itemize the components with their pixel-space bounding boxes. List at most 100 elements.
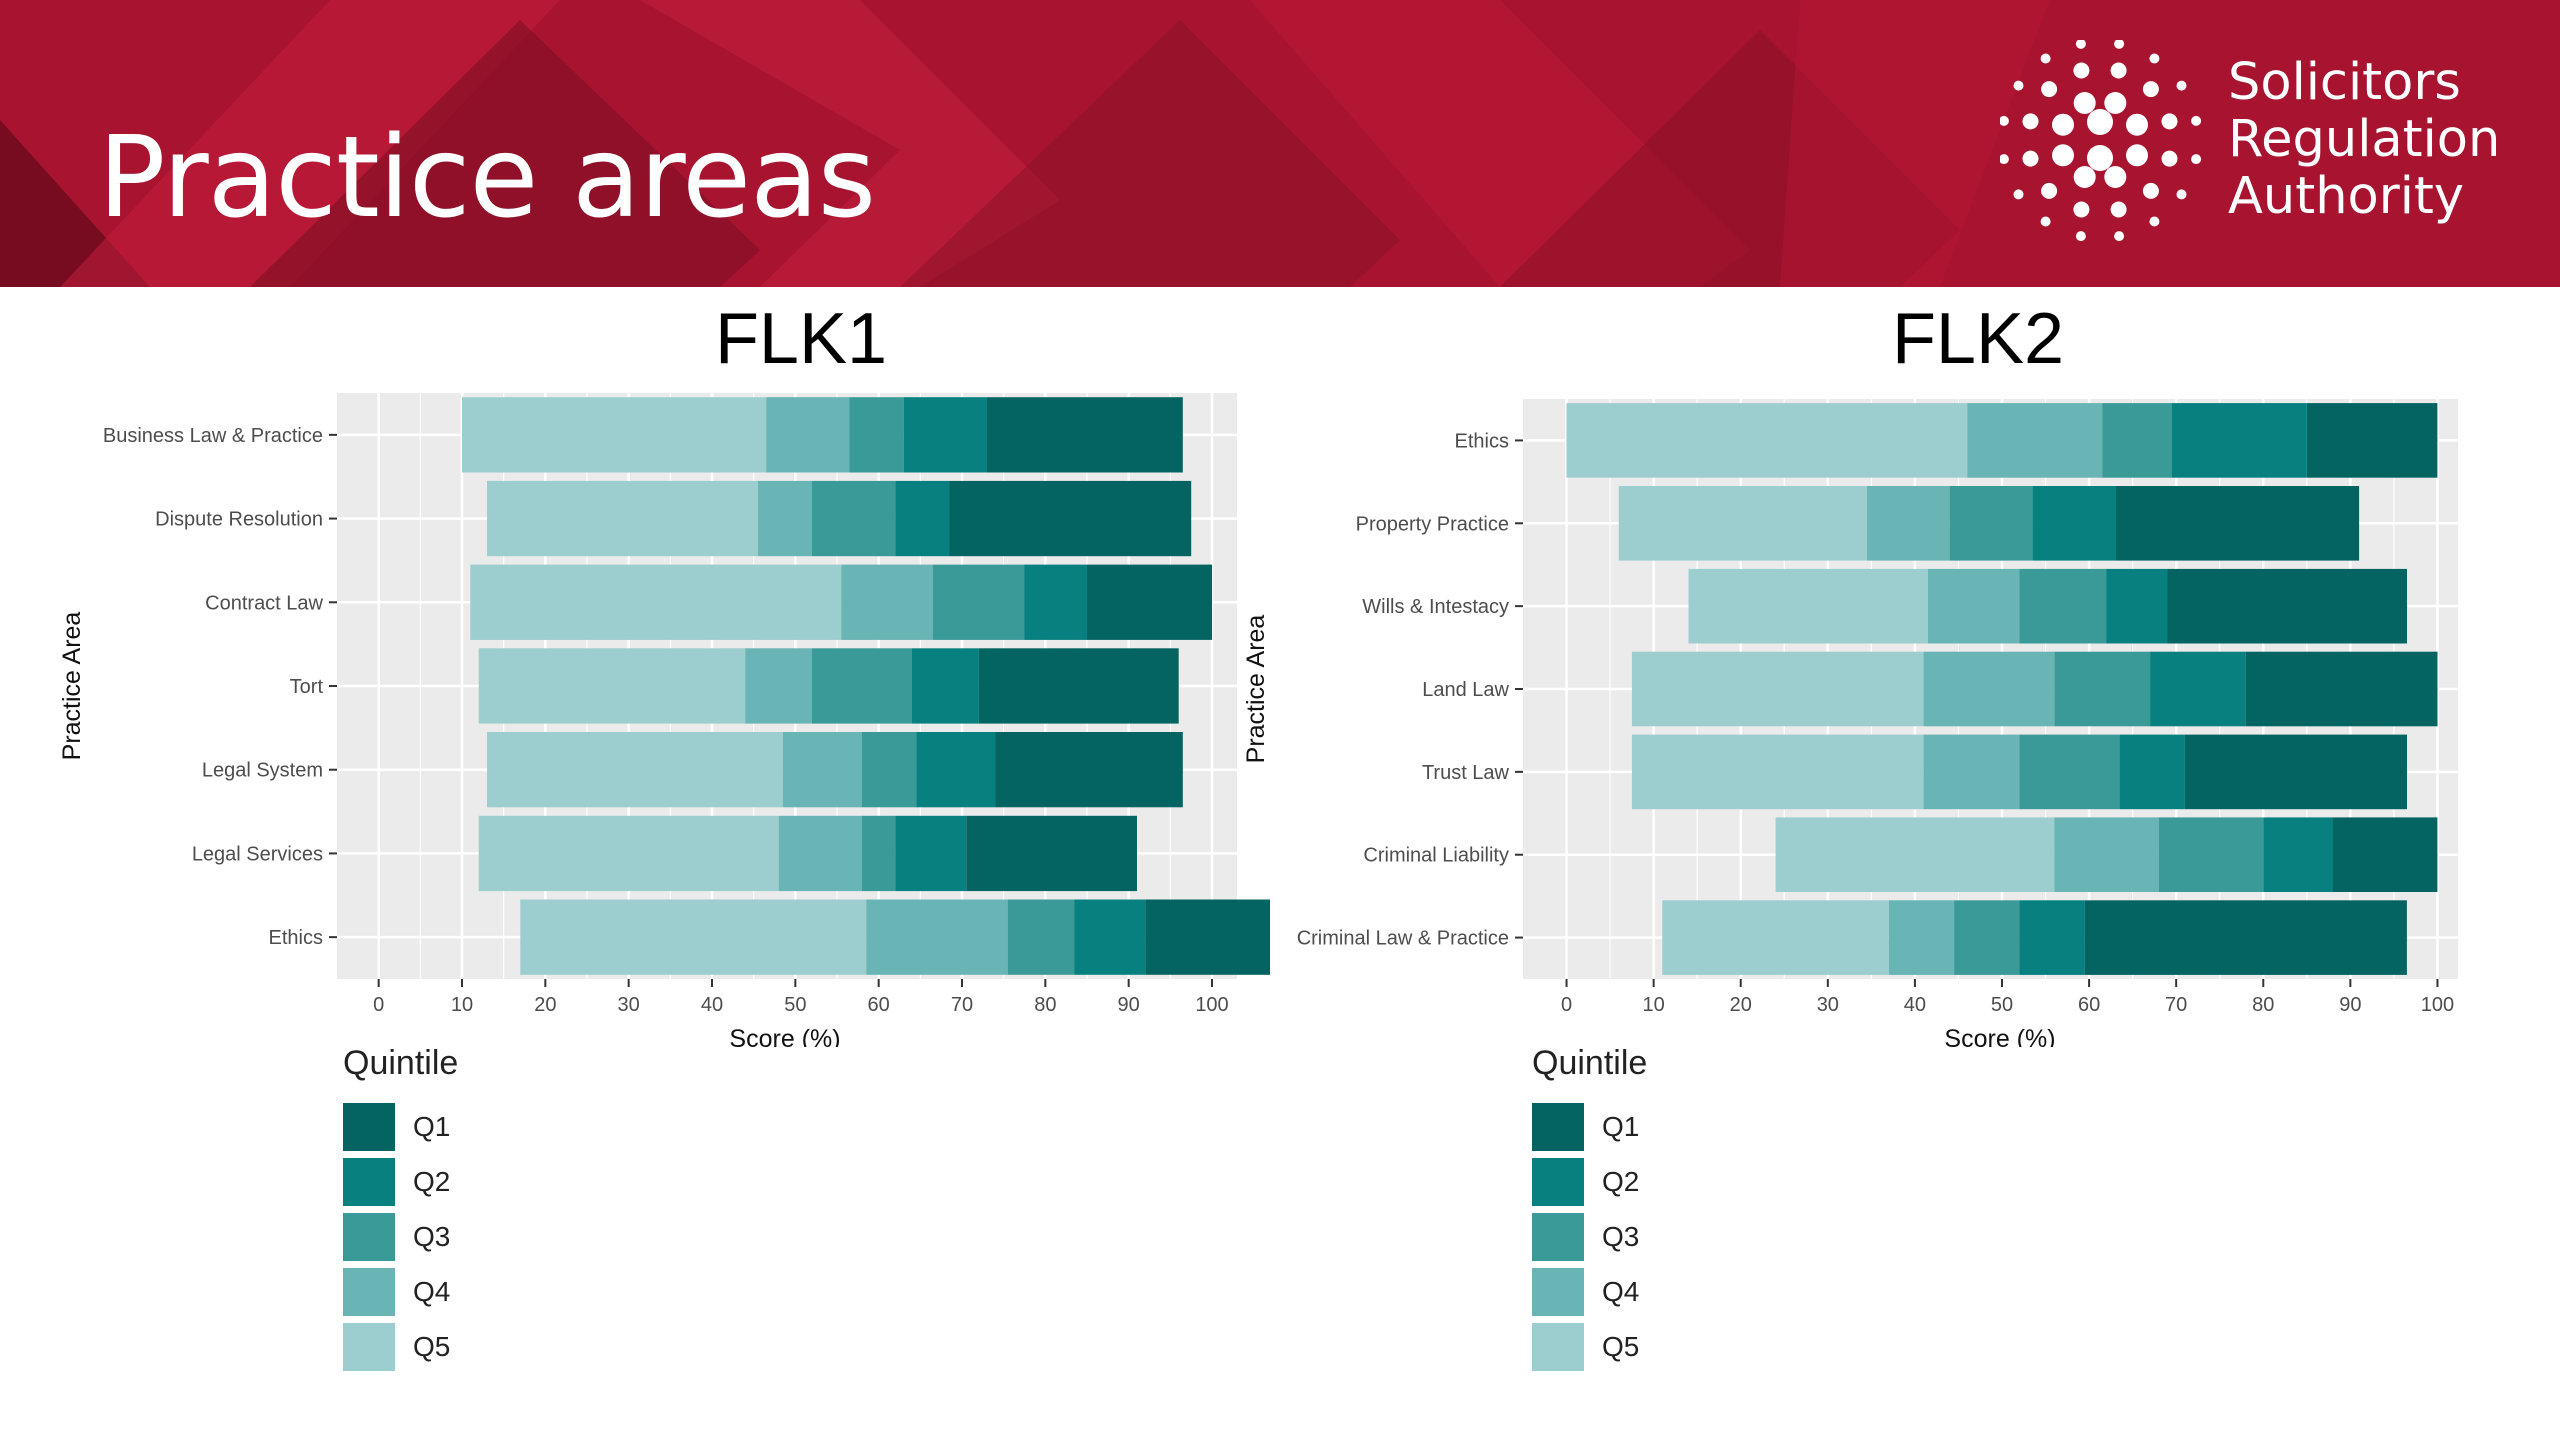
sra-logo: Solicitors Regulation Authority [2000, 40, 2500, 250]
logo-dot [2087, 145, 2113, 171]
y-tick-label: Wills & Intestacy [1362, 596, 1509, 618]
x-tick-label: 30 [1817, 994, 1839, 1016]
bar-segment-q2 [895, 480, 950, 557]
bar-segment-q2 [2263, 817, 2333, 892]
x-tick-label: 50 [1991, 994, 2013, 1016]
logo-dot [2110, 62, 2127, 79]
y-tick-label: Contract Law [205, 592, 323, 614]
y-tick-label: Ethics [1455, 430, 1509, 452]
logo-dot [2040, 216, 2051, 227]
logo-dot [2104, 92, 2127, 114]
bar-segment-q1 [978, 648, 1179, 724]
logo-line-1: Solicitors [2228, 53, 2461, 112]
logo-line-2: Regulation [2228, 110, 2501, 169]
chart-legend: Quintile Q1 Q2 Q3 Q4 Q5 [1532, 1043, 1647, 1378]
y-axis-label: Practice Area [58, 612, 86, 761]
bar-segment-q1 [966, 815, 1137, 892]
legend-swatch-q2 [343, 1158, 395, 1206]
legend-swatch-q2 [1532, 1158, 1584, 1206]
legend-title: Quintile [1532, 1044, 1648, 1082]
logo-dot [2191, 154, 2202, 165]
chart-flk2: FLK2 Ethics Property Practice Wills & Inte… [1188, 287, 2458, 1437]
bar-segment-q4 [866, 899, 1008, 975]
y-axis-label: Practice Area [1242, 615, 1270, 764]
legend-swatch-q4 [1532, 1268, 1584, 1316]
bar-segment-q5 [1631, 734, 1924, 810]
legend-label-q3: Q3 [1602, 1221, 1640, 1252]
chart-legend: Quintile Q1 Q2 Q3 Q4 Q5 [343, 1043, 458, 1378]
bar-segment-q3 [2019, 734, 2120, 810]
x-axis-label: Score (%) [729, 1025, 840, 1047]
legend-label-q2: Q2 [413, 1166, 451, 1197]
legend-label-q1: Q1 [1602, 1111, 1640, 1142]
legend-swatch-q3 [343, 1213, 395, 1261]
logo-dot [2114, 40, 2125, 49]
bar-segment-q1 [2332, 817, 2438, 892]
y-tick-label: Legal System [202, 760, 323, 782]
legend-label-q4: Q4 [1602, 1276, 1640, 1307]
logo-dot [2013, 189, 2024, 200]
x-tick-label: 60 [2078, 994, 2100, 1016]
logo-dot [2126, 113, 2148, 136]
bar-segment-q3 [862, 732, 917, 808]
legend-item-q3: Q3 [1532, 1213, 1647, 1268]
bar-segment-q5 [1775, 817, 2055, 892]
legend-label-q4: Q4 [413, 1276, 451, 1307]
logo-dot [2041, 182, 2058, 199]
x-tick-label: 60 [868, 994, 890, 1016]
bar-segment-q1 [1087, 564, 1212, 640]
bar-segment-q5 [487, 732, 783, 808]
bar-segment-q5 [1566, 403, 1968, 478]
bar-segment-q2 [1024, 564, 1087, 640]
bar-segment-q3 [862, 815, 896, 892]
bar-segment-q3 [1007, 899, 1075, 975]
logo-dot [2075, 231, 2086, 242]
bar-segment-q5 [1662, 900, 1889, 975]
bar-segment-q1 [995, 732, 1183, 808]
logo-dot [2087, 109, 2113, 135]
bar-segment-q1 [2167, 568, 2407, 644]
logo-dot [2022, 113, 2039, 130]
x-tick-label: 70 [2165, 994, 2187, 1016]
y-tick-label: Property Practice [1356, 513, 1509, 535]
bar-segment-q3 [2102, 403, 2172, 478]
bar-segment-q2 [2032, 486, 2116, 561]
bar-segment-q4 [757, 480, 812, 557]
logo-dot [2161, 150, 2178, 167]
y-tick-label: Dispute Resolution [155, 509, 323, 531]
bar-segment-q1 [2306, 403, 2438, 478]
x-tick-label: 10 [1643, 994, 1665, 1016]
y-tick-label: Business Law & Practice [103, 425, 323, 447]
legend-swatch-q4 [343, 1268, 395, 1316]
legend-swatch-q3 [1532, 1213, 1584, 1261]
legend-item-q5: Q5 [1532, 1323, 1647, 1378]
x-tick-label: 90 [1118, 994, 1140, 1016]
bar-segment-q5 [1618, 486, 1867, 561]
logo-dot [2104, 166, 2127, 188]
logo-dot [2041, 81, 2058, 98]
logo-dot [2052, 144, 2074, 167]
bar-segment-q4 [1923, 734, 2020, 810]
bar-segment-q4 [766, 397, 850, 473]
bar-segment-q4 [1928, 568, 2020, 644]
bar-segment-q3 [812, 480, 896, 557]
x-tick-label: 80 [1034, 994, 1056, 1016]
bar-segment-q3 [2019, 568, 2107, 644]
legend-label-q2: Q2 [1602, 1166, 1640, 1197]
logo-line-3: Authority [2228, 167, 2465, 226]
logo-dot [2052, 113, 2074, 136]
bar-segment-q3 [2158, 817, 2264, 892]
bar-segment-q5 [462, 397, 767, 473]
bar-segment-q5 [478, 648, 746, 724]
logo-dot [2073, 201, 2090, 218]
y-tick-label: Criminal Liability [1363, 845, 1509, 867]
bar-segment-q2 [2171, 403, 2307, 478]
logo-dot [2142, 81, 2159, 98]
logo-dot [2022, 150, 2039, 167]
x-tick-label: 100 [2421, 994, 2454, 1016]
bar-segment-q2 [903, 397, 987, 473]
banner-background-pattern [0, 0, 2560, 287]
bar-segment-q2 [2119, 734, 2185, 810]
legend-title: Quintile [343, 1044, 459, 1082]
bar-segment-q5 [470, 564, 842, 640]
